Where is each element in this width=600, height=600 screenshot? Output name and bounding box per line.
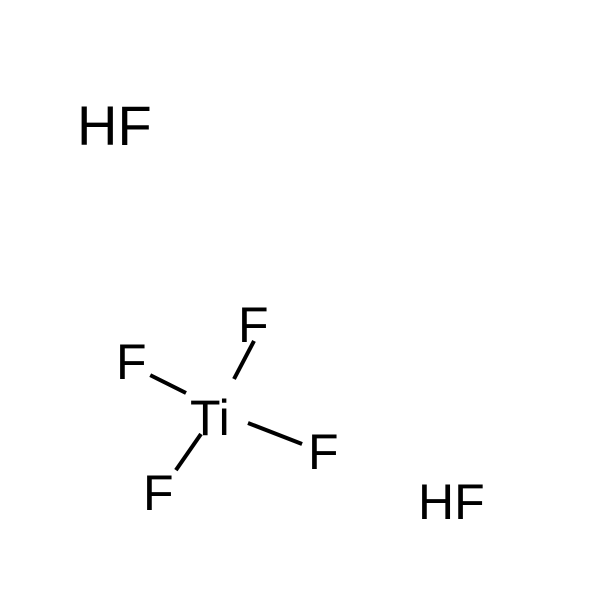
atom-f-lower: F [143, 468, 174, 518]
atom-ti-center: Ti [190, 393, 230, 443]
atom-f-right: F [308, 427, 339, 477]
atom-f-upper: F [238, 300, 269, 350]
atom-f-left: F [116, 337, 147, 387]
bond-ti-center-f-left [149, 373, 187, 395]
bond-ti-center-f-right [247, 421, 302, 446]
atom-hf-top: HF [77, 98, 152, 154]
atom-hf-bottom: HF [418, 477, 485, 527]
